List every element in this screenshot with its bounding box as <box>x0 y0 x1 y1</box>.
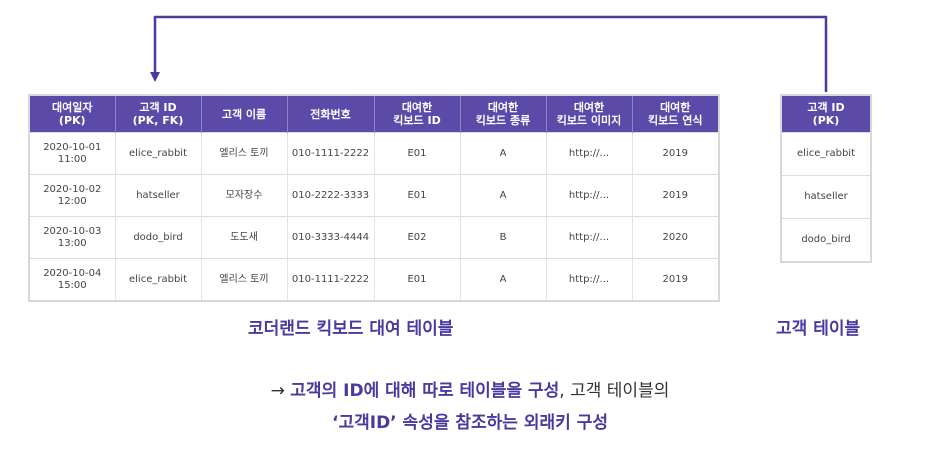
arrow-glyph: → <box>270 381 291 401</box>
column-header: 대여일자 (PK) <box>28 95 116 133</box>
table-cell: http://... <box>545 216 633 259</box>
table-cell: http://... <box>545 174 633 217</box>
table-cell: E01 <box>373 132 461 175</box>
footnote-highlight: ‘고객ID’ 속성을 참조하는 외래키 구성 <box>332 413 608 433</box>
table-cell: 엘리스 토끼 <box>200 258 288 301</box>
table-cell: 모자장수 <box>200 174 288 217</box>
table-cell: elice_rabbit <box>780 132 872 176</box>
column-header: 대여한 킥보드 이미지 <box>545 95 633 133</box>
table-cell: 010-1111-2222 <box>286 258 375 301</box>
table-cell: 도도새 <box>200 216 288 259</box>
table-row: hatseller <box>780 175 872 219</box>
table-cell: 2020-10-04 15:00 <box>28 258 116 301</box>
table-row: 2020-10-02 12:00 hatseller 모자장수 010-2222-333… <box>28 174 720 217</box>
table-cell: E02 <box>373 216 461 259</box>
table-cell: http://... <box>545 132 633 175</box>
table-cell: http://... <box>545 258 633 301</box>
table-cell: 2020 <box>631 216 720 259</box>
footnote-line-2: ‘고객ID’ 속성을 참조하는 외래키 구성 <box>0 408 940 433</box>
table-cell: hatseller <box>780 175 872 219</box>
rental-table-caption: 코더랜드 킥보드 대여 테이블 <box>248 319 454 339</box>
table-cell: 2020-10-01 11:00 <box>28 132 116 175</box>
table-row: 2020-10-04 15:00 elice_rabbit 엘리스 토끼 010-111… <box>28 258 720 301</box>
table-cell: elice_rabbit <box>114 132 202 175</box>
table-cell: 2019 <box>631 258 720 301</box>
footnote-line-1: → 고객의 ID에 대해 따로 테이블을 구성, 고객 테이블의 <box>0 376 940 401</box>
table-header-row: 고객 ID (PK) <box>780 95 872 133</box>
footnote-highlight: 고객의 ID에 대해 따로 테이블을 구성 <box>290 381 560 401</box>
table-cell: dodo_bird <box>780 218 872 262</box>
table-cell: A <box>459 174 547 217</box>
rental-table: 대여일자 (PK) 고객 ID (PK, FK) 고객 이름 전화번호 대여한 킥보드 ID 대… <box>28 94 720 302</box>
column-header: 고객 ID (PK) <box>780 95 872 133</box>
table-cell: 2020-10-03 13:00 <box>28 216 116 259</box>
column-header: 대여한 킥보드 연식 <box>631 95 720 133</box>
table-row: 2020-10-01 11:00 elice_rabbit 엘리스 토끼 010-111… <box>28 132 720 175</box>
column-header: 전화번호 <box>286 95 375 133</box>
table-cell: 010-1111-2222 <box>286 132 375 175</box>
table-cell: 2019 <box>631 132 720 175</box>
column-header: 고객 ID (PK, FK) <box>114 95 202 133</box>
customer-table: 고객 ID (PK) elice_rabbit hatseller dodo_bir… <box>780 94 872 263</box>
foreign-key-arrow <box>150 15 828 92</box>
table-row: elice_rabbit <box>780 132 872 176</box>
table-cell: A <box>459 132 547 175</box>
column-header: 고객 이름 <box>200 95 288 133</box>
table-cell: 엘리스 토끼 <box>200 132 288 175</box>
table-row: dodo_bird <box>780 218 872 262</box>
arrowhead-icon <box>150 72 160 82</box>
table-cell: A <box>459 258 547 301</box>
table-cell: 2020-10-02 12:00 <box>28 174 116 217</box>
table-header-row: 대여일자 (PK) 고객 ID (PK, FK) 고객 이름 전화번호 대여한 킥보드 ID 대… <box>28 95 720 133</box>
table-cell: E01 <box>373 258 461 301</box>
customer-table-caption: 고객 테이블 <box>776 319 861 339</box>
column-header: 대여한 킥보드 ID <box>373 95 461 133</box>
table-row: 2020-10-03 13:00 dodo_bird 도도새 010-3333-4444… <box>28 216 720 259</box>
table-cell: 2019 <box>631 174 720 217</box>
table-cell: hatseller <box>114 174 202 217</box>
table-cell: elice_rabbit <box>114 258 202 301</box>
table-cell: 010-3333-4444 <box>286 216 375 259</box>
table-cell: dodo_bird <box>114 216 202 259</box>
table-cell: B <box>459 216 547 259</box>
table-cell: 010-2222-3333 <box>286 174 375 217</box>
table-cell: E01 <box>373 174 461 217</box>
column-header: 대여한 킥보드 종류 <box>459 95 547 133</box>
footnote-text: , 고객 테이블의 <box>559 381 670 401</box>
